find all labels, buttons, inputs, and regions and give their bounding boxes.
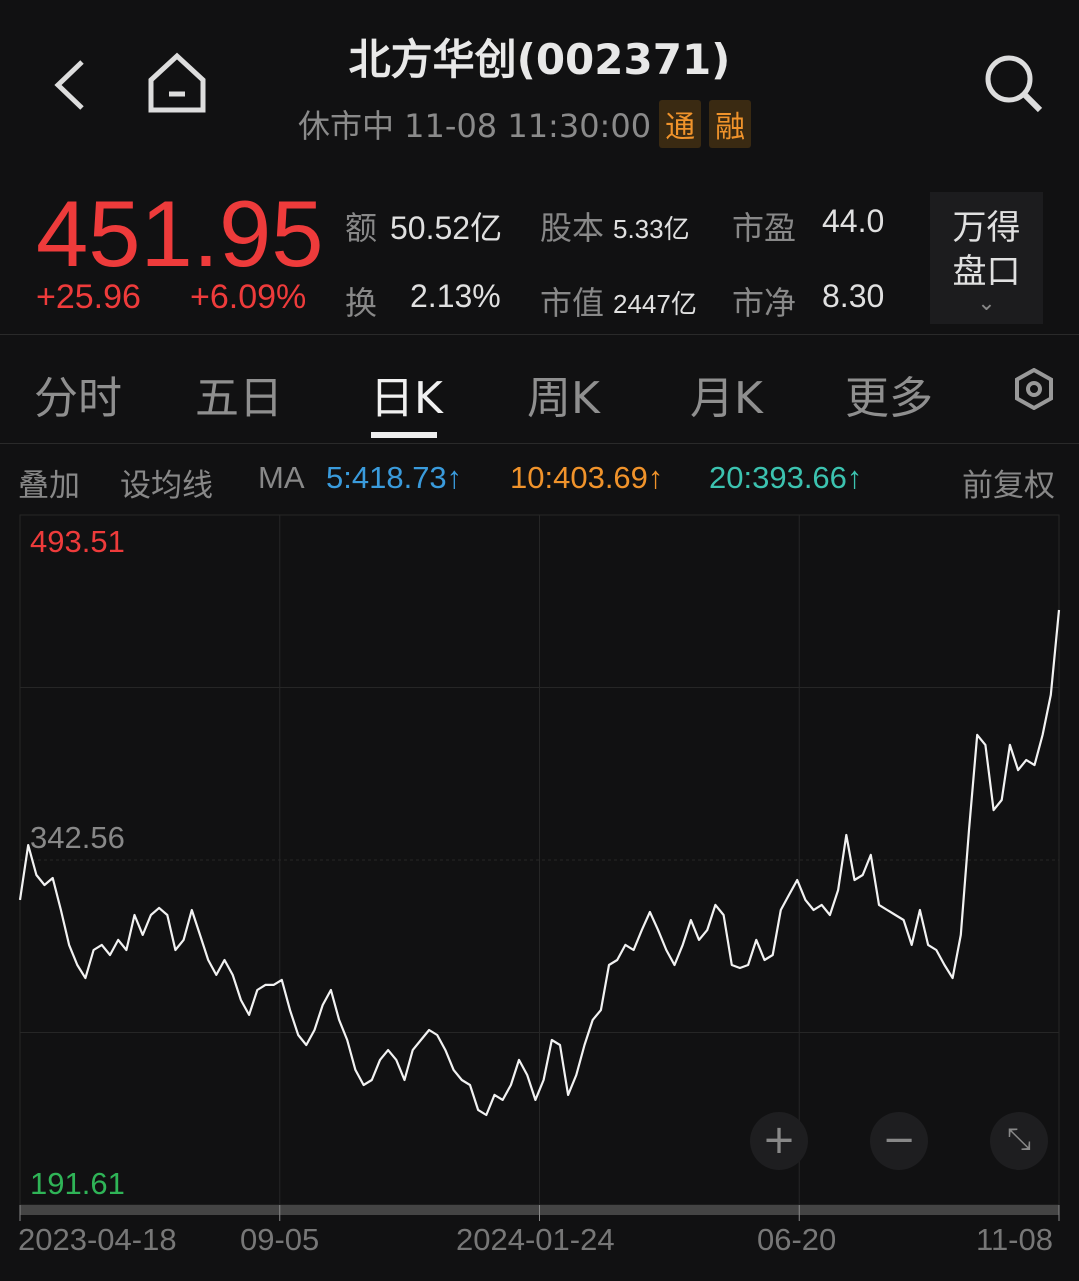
- ma5-value: 5:418.73↑: [326, 460, 463, 495]
- rong-badge: 融: [709, 100, 752, 148]
- status-text: 休市中 11-08 11:30:00: [298, 107, 652, 145]
- stat-label: 换: [345, 284, 378, 322]
- tong-badge: 通: [659, 100, 702, 148]
- zoom-in-icon[interactable]: +: [750, 1112, 808, 1170]
- home-icon[interactable]: [145, 50, 209, 114]
- divider: [0, 334, 1079, 335]
- stat-value: 5.33亿: [613, 214, 690, 244]
- x-tick-label: 11-08: [976, 1222, 1053, 1257]
- price-change: +25.96: [36, 278, 141, 316]
- x-tick-label: 09-05: [240, 1222, 320, 1257]
- x-tick-label: 06-20: [757, 1222, 837, 1257]
- current-price: 451.95: [36, 181, 324, 286]
- tab-five-day[interactable]: 五日: [195, 373, 283, 424]
- stat-label: 市值: [540, 284, 605, 322]
- stat-value: 2447亿: [613, 289, 697, 319]
- price-line: [18, 609, 1061, 1117]
- market-status: 休市中 11-08 11:30:00 通 融: [298, 100, 752, 148]
- stock-title: 北方华创(002371): [348, 35, 731, 84]
- x-tick-label: 2024-01-24: [456, 1222, 615, 1257]
- y-max-label: 493.51: [30, 524, 125, 559]
- stat-value: 50.52亿: [390, 210, 503, 246]
- tab-weekly-k[interactable]: 周K: [527, 373, 600, 424]
- tab-intraday[interactable]: 分时: [34, 373, 122, 424]
- back-icon[interactable]: [50, 58, 90, 112]
- price-change-pct: +6.09%: [190, 278, 307, 316]
- zoom-out-icon[interactable]: −: [870, 1112, 928, 1170]
- divider: [0, 443, 1079, 444]
- stat-label: 市净: [732, 284, 797, 322]
- y-mid-label: 342.56: [30, 820, 125, 855]
- chevron-down-icon: ⌄: [977, 291, 996, 316]
- wind-panel-button[interactable]: 万得盘口 ⌄: [930, 192, 1043, 324]
- stat-label: 市盈: [732, 209, 797, 247]
- fullscreen-icon[interactable]: ⤡: [990, 1112, 1048, 1170]
- ma20-value: 20:393.66↑: [709, 460, 863, 495]
- x-tick-label: 2023-04-18: [18, 1222, 177, 1257]
- search-icon[interactable]: [982, 52, 1044, 114]
- stat-label: 额: [345, 209, 378, 247]
- settings-icon[interactable]: [1013, 368, 1055, 410]
- stat-value: 8.30: [822, 278, 885, 314]
- adjust-button[interactable]: 前复权: [962, 468, 1055, 503]
- stat-label: 股本: [540, 209, 605, 247]
- panel-button-label: 万得盘口: [952, 208, 1021, 292]
- ma-label: MA: [258, 460, 305, 495]
- overlay-button[interactable]: 叠加: [18, 468, 80, 503]
- y-min-label: 191.61: [30, 1166, 125, 1201]
- stat-value: 2.13%: [410, 278, 501, 314]
- active-tab-indicator: [371, 432, 437, 438]
- tab-daily-k[interactable]: 日K: [370, 373, 443, 424]
- tab-more[interactable]: 更多: [845, 373, 933, 424]
- set-ma-button[interactable]: 设均线: [120, 468, 213, 503]
- tab-monthly-k[interactable]: 月K: [690, 373, 763, 424]
- stat-value: 44.0: [822, 203, 885, 239]
- ma10-value: 10:403.69↑: [510, 460, 664, 495]
